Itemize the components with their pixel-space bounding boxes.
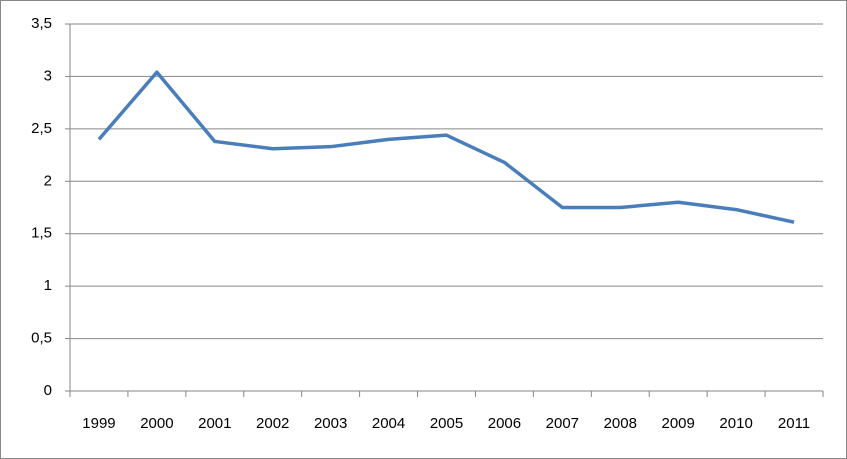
x-tick-label: 2006: [488, 415, 521, 432]
y-tick-label: 2: [44, 172, 52, 189]
y-tick-label: 1,5: [31, 225, 52, 242]
x-tick-label: 2000: [140, 415, 173, 432]
x-tick-label: 1999: [82, 415, 115, 432]
x-tick-label: 2003: [314, 415, 347, 432]
x-tick-label: 2011: [778, 415, 810, 432]
x-tick-label: 2007: [546, 415, 579, 432]
x-tick-label: 2002: [256, 415, 289, 432]
y-tick-label: 1: [44, 277, 52, 294]
y-tick-label: 3: [44, 67, 52, 84]
x-tick-label: 2009: [662, 415, 695, 432]
x-tick-label: 2004: [372, 415, 405, 432]
x-tick-label: 2001: [198, 415, 231, 432]
y-tick-label: 0,5: [31, 330, 52, 347]
x-tick-label: 2008: [604, 415, 637, 432]
x-tick-label: 2010: [719, 415, 752, 432]
data-line: [97, 70, 795, 224]
y-tick-label: 3,5: [31, 15, 52, 32]
x-tick-label: 2005: [430, 415, 463, 432]
y-tick-label: 2,5: [31, 120, 52, 137]
y-tick-label: 0: [44, 382, 52, 399]
